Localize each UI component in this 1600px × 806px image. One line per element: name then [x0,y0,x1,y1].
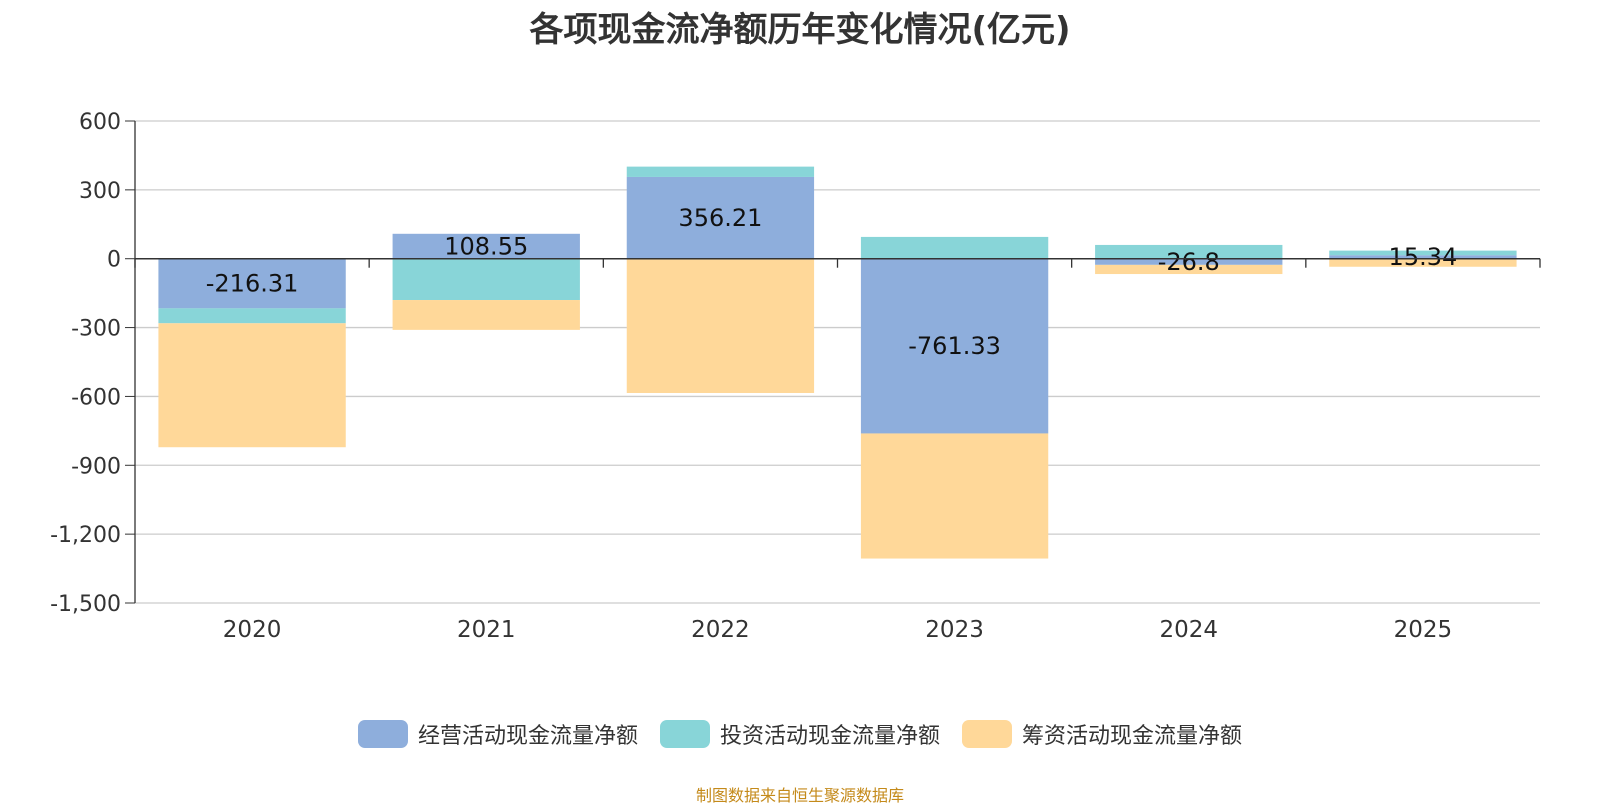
bar-3-2023 [860,433,1049,559]
value-label: 356.21 [678,204,762,232]
y-tick-label: -900 [71,454,121,479]
bar-2-2022 [626,166,815,177]
legend-swatch [962,720,1012,748]
bar-1-2020 [158,258,346,309]
bar-2-2021 [392,258,580,301]
legend-swatch [357,720,408,748]
source-note: 制图数据来自恒生聚源数据库 [695,786,904,805]
bar-3-2025 [1329,258,1517,267]
bar-3-2020 [158,323,346,448]
x-tick-label: 2022 [691,617,750,643]
value-label: 108.55 [444,232,528,260]
y-tick-label: 600 [79,110,121,135]
value-label: -761.33 [908,332,1001,360]
bar-1-2025 [1329,255,1517,259]
legend-label: 筹资活动现金流量净额 [1022,724,1243,749]
value-label: -26.8 [1158,248,1220,276]
legend-item-2[interactable]: 投资活动现金流量净额 [659,718,940,750]
x-tick-label: 2023 [925,617,984,643]
y-tick-label: 0 [107,248,121,273]
value-label: -216.31 [206,270,299,298]
x-tick-label: 2020 [223,617,282,643]
x-tick-label: 2025 [1394,617,1453,643]
chart-plot: 600 300 0 -300 -600 -900 -1,200 -1,500 -216.31 10… [50,110,1541,643]
legend: 经营活动现金流量净额 投资活动现金流量净额 筹资活动现金流量净额 [0,718,1600,750]
y-tick-label: -1,200 [50,523,121,548]
legend-item-1[interactable]: 经营活动现金流量净额 [357,718,638,750]
bar-1-2023 [860,258,1049,434]
y-tick-label: 300 [79,179,121,204]
chart-title: 各项现金流净额历年变化情况(亿元) [529,10,1071,50]
bar-2-2023 [860,236,1049,259]
value-label: 15.34 [1389,243,1458,271]
bar-2-2025 [1329,250,1517,256]
bar-1-2022 [626,176,815,259]
x-tick-label: 2024 [1159,617,1218,643]
x-tick-label: 2021 [457,617,516,643]
legend-swatch [659,720,710,748]
y-tick-label: -1,500 [50,592,121,617]
bar-2-2020 [158,308,346,324]
y-tick-label: -600 [71,385,121,410]
bar-3-2024 [1095,264,1283,275]
legend-label: 经营活动现金流量净额 [417,724,638,749]
legend-label: 投资活动现金流量净额 [719,724,940,749]
legend-item-3[interactable]: 筹资活动现金流量净额 [962,718,1242,750]
bar-3-2022 [626,258,815,393]
bar-1-2024 [1095,258,1283,265]
bar-1-2021 [392,233,580,259]
bar-3-2021 [392,300,580,330]
y-tick-label: -300 [71,317,121,342]
bar-2-2024 [1095,244,1283,259]
